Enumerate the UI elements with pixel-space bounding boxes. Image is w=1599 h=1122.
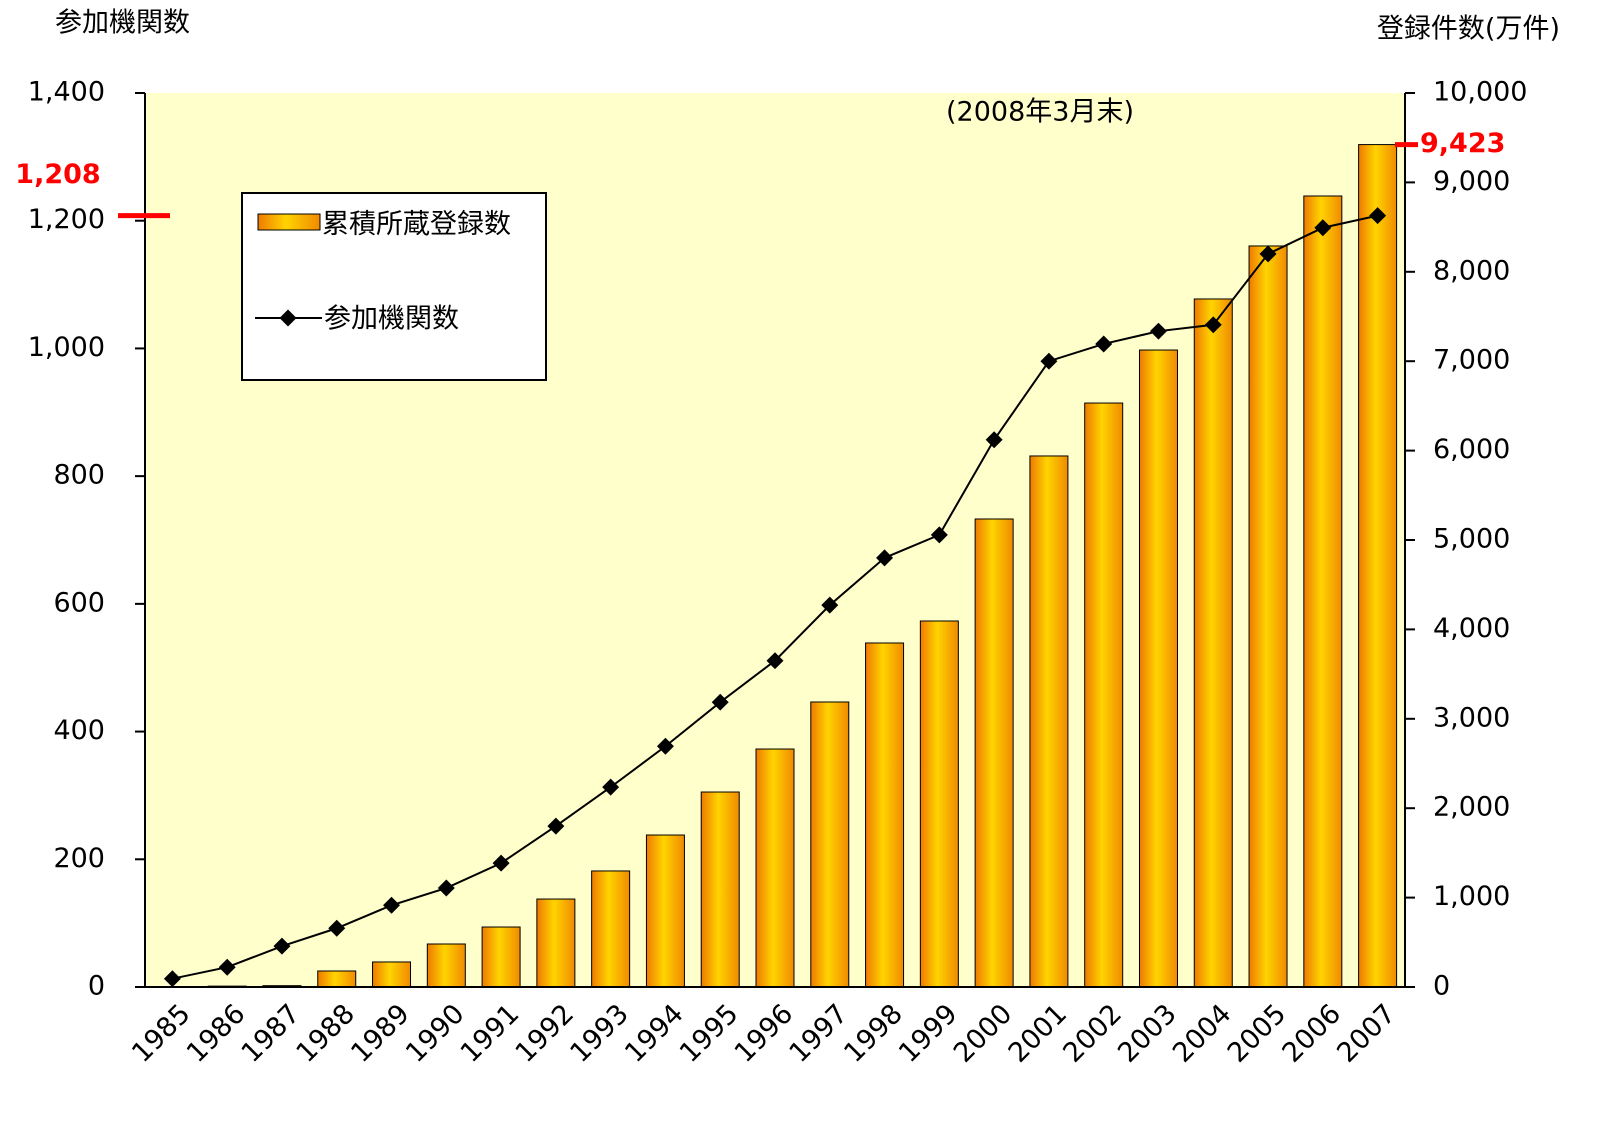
- y2-axis-title: 登録件数(万件): [1377, 14, 1560, 45]
- bar: [1248, 245, 1288, 988]
- y2-tick-label: 0: [1433, 971, 1450, 1002]
- x-tick-label: 1985: [126, 998, 197, 1069]
- y-tick-label: 1,200: [28, 204, 105, 235]
- bar: [755, 748, 795, 988]
- x-tick-label: 1998: [838, 998, 909, 1069]
- x-tick-label: 2003: [1112, 998, 1183, 1069]
- y2-tick-label: 2,000: [1433, 792, 1510, 823]
- marker: [602, 778, 620, 796]
- bar: [1029, 455, 1069, 988]
- y2-tick-label: 3,000: [1433, 702, 1510, 733]
- y2-tick-label: 7,000: [1433, 345, 1510, 376]
- marker: [273, 937, 291, 955]
- y2-tick-label: 8,000: [1433, 255, 1510, 286]
- x-tick-label: 2006: [1277, 998, 1348, 1069]
- marker: [218, 958, 236, 976]
- marker: [437, 879, 455, 897]
- x-tick-label: 2001: [1003, 998, 1074, 1069]
- y-tick-label: 400: [53, 715, 105, 746]
- x-tick-label: 1987: [236, 998, 307, 1069]
- y-tick-label: 1,400: [28, 77, 105, 108]
- marker: [656, 737, 674, 755]
- marker: [711, 693, 729, 711]
- bar: [1193, 298, 1233, 988]
- y-tick-label: 1,000: [28, 332, 105, 363]
- legend: 累積所蔵登録数 参加機関数: [241, 192, 547, 381]
- x-tick-label: 1995: [674, 998, 745, 1069]
- bar: [536, 898, 576, 988]
- marker: [766, 652, 784, 670]
- bar: [810, 701, 850, 988]
- y-tick-label: 800: [53, 460, 105, 491]
- marker: [547, 817, 565, 835]
- x-tick-label: 1991: [455, 998, 526, 1069]
- y2-tick-label: 6,000: [1433, 434, 1510, 465]
- y-tick-label: 200: [53, 843, 105, 874]
- highlight-label: 1,208: [15, 159, 100, 190]
- bar: [1138, 349, 1178, 988]
- x-tick-label: 1994: [619, 998, 690, 1069]
- x-tick-label: 1988: [290, 998, 361, 1069]
- marker: [930, 526, 948, 544]
- bar: [919, 620, 959, 988]
- y-tick-label: 600: [53, 587, 105, 618]
- y-axis-title: 参加機関数: [55, 8, 190, 39]
- x-tick-label: 2004: [1167, 998, 1238, 1069]
- bar: [974, 518, 1014, 988]
- marker: [163, 970, 181, 988]
- x-tick-label: 1990: [400, 998, 471, 1069]
- x-tick-label: 1989: [345, 998, 416, 1069]
- y2-tick-label: 10,000: [1433, 77, 1527, 108]
- legend-label-holder: 累積所蔵登録数: [322, 209, 511, 240]
- bar: [372, 961, 412, 988]
- bar: [1084, 402, 1124, 988]
- y2-tick-label: 9,000: [1433, 166, 1510, 197]
- x-tick-label: 1986: [181, 998, 252, 1069]
- legend-label: 参加機関数: [324, 304, 459, 335]
- marker: [821, 596, 839, 614]
- bar: [1358, 144, 1398, 988]
- x-tick-label: 1992: [510, 998, 581, 1069]
- y2-tick-label: 4,000: [1433, 613, 1510, 644]
- legend-bar-swatch: [257, 213, 321, 231]
- y-tick-label: 0: [88, 971, 105, 1002]
- x-tick-label: 1997: [784, 998, 855, 1069]
- legend-label: 累積所蔵登録数: [322, 209, 511, 240]
- bar: [591, 870, 631, 988]
- y2-tick-label: 5,000: [1433, 524, 1510, 555]
- bar: [317, 970, 357, 988]
- marker: [985, 431, 1003, 449]
- annotation: (2008年3月末): [946, 97, 1134, 128]
- y2-tick-label: 1,000: [1433, 881, 1510, 912]
- x-tick-label: 2000: [948, 998, 1019, 1069]
- bar: [426, 943, 466, 988]
- legend-marker: [279, 309, 297, 327]
- x-tick-label: 1993: [564, 998, 635, 1069]
- marker: [383, 896, 401, 914]
- bar: [865, 642, 905, 988]
- highlight-label: 9,423: [1420, 128, 1505, 159]
- x-tick-label: 1999: [893, 998, 964, 1069]
- bar: [700, 791, 740, 988]
- x-tick-label: 2002: [1057, 998, 1128, 1069]
- x-tick-label: 2005: [1222, 998, 1293, 1069]
- marker: [876, 549, 894, 567]
- marker: [492, 854, 510, 872]
- x-tick-label: 1996: [729, 998, 800, 1069]
- bar: [1303, 195, 1343, 988]
- marker: [328, 919, 346, 937]
- bar: [481, 926, 521, 988]
- bar: [645, 834, 685, 988]
- x-tick-label: 2007: [1331, 998, 1402, 1069]
